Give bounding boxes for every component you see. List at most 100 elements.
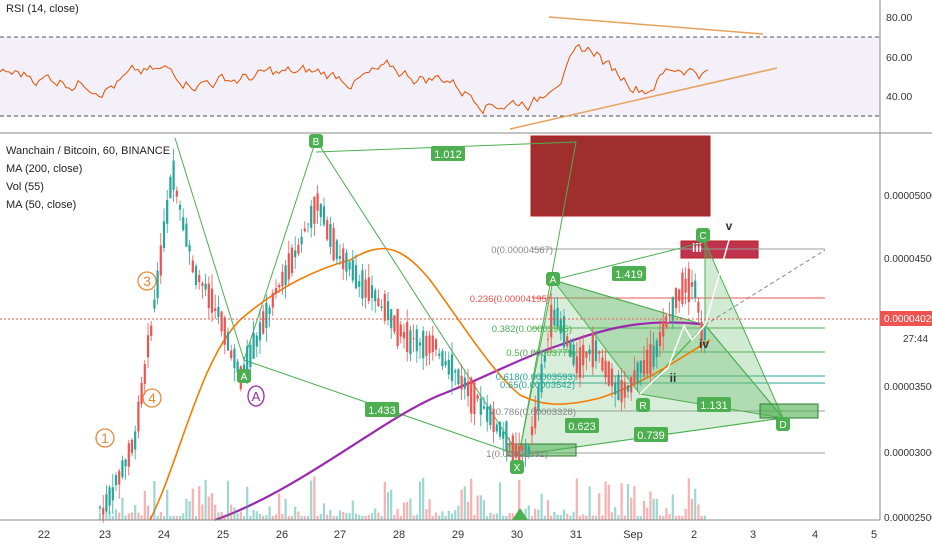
- candle-body: [642, 360, 646, 375]
- volume-bar: [306, 515, 310, 520]
- candle-body: [527, 446, 530, 455]
- candle-body: [620, 380, 623, 403]
- x-tick-label: 23: [99, 529, 111, 541]
- candle-body: [623, 382, 626, 398]
- candle-body: [428, 335, 431, 354]
- elliott-wave-labels: 1 3 4 A iii i iv ii v: [95, 219, 733, 448]
- candle-body: [220, 311, 223, 332]
- volume-bar: [265, 515, 268, 520]
- volume-bar: [626, 484, 630, 520]
- candle-body: [162, 221, 166, 249]
- x-tick-label: 25: [217, 529, 229, 541]
- volume-bar: [310, 480, 313, 520]
- candle-body: [409, 330, 412, 355]
- volume-bar: [562, 509, 566, 520]
- candle-body: [588, 349, 591, 355]
- volume-bar: [322, 503, 326, 520]
- volume-bar: [505, 515, 508, 520]
- candle-body: [636, 362, 639, 385]
- candle-body: [508, 445, 511, 447]
- volume-bar: [102, 513, 105, 520]
- candle-body: [322, 206, 326, 225]
- volume-bar: [434, 512, 438, 520]
- x-tick-label: 22: [38, 529, 50, 541]
- volume-bar: [447, 510, 450, 520]
- candle-body: [550, 304, 553, 338]
- x-tick-label: 3: [750, 529, 756, 541]
- volume-bar: [594, 515, 598, 520]
- indicator-volume[interactable]: Vol (55): [6, 181, 44, 193]
- x-tick-label: 2: [691, 529, 697, 541]
- price-label: 0.00005000: [884, 191, 932, 202]
- candle-body: [153, 299, 156, 309]
- candle-body: [454, 370, 457, 373]
- indicator-ma200[interactable]: MA (200, close): [6, 163, 83, 175]
- volume-bar: [534, 508, 537, 520]
- volume-bar: [258, 513, 262, 520]
- pattern-label: D: [779, 420, 786, 431]
- volume-bar: [444, 515, 447, 520]
- volume-bar: [380, 516, 383, 520]
- pattern-point-labels: B A A C X R D: [237, 134, 790, 474]
- volume-bar: [655, 498, 658, 520]
- volume-bar: [502, 515, 505, 520]
- volume-bar: [601, 515, 604, 520]
- candle-body: [367, 277, 370, 301]
- candle-body: [671, 296, 674, 321]
- volume-bar: [178, 515, 182, 520]
- volume-bar: [537, 509, 540, 520]
- price-label: 0.00003000: [884, 448, 932, 459]
- candle-body: [614, 382, 617, 395]
- volume-bar: [633, 486, 636, 520]
- volume-bar: [108, 511, 111, 520]
- volume-bar: [406, 502, 409, 520]
- volume-bar: [319, 513, 322, 520]
- candle-body: [210, 288, 214, 313]
- candle-body: [114, 475, 118, 486]
- volume-bar: [470, 478, 473, 520]
- wave-label: iv: [699, 337, 709, 351]
- volume-bar: [463, 486, 466, 520]
- candle-body: [460, 375, 463, 390]
- x-tick-label: 24: [158, 529, 170, 541]
- indicator-ma50[interactable]: MA (50, close): [6, 199, 77, 211]
- rsi-level-label: 80.00: [886, 12, 912, 24]
- rsi-title: RSI (14, close): [6, 3, 79, 15]
- volume-bar: [316, 515, 319, 520]
- volume-bar: [255, 511, 258, 520]
- candle-body: [585, 352, 588, 358]
- candle-body: [226, 332, 230, 351]
- candle-body: [486, 406, 489, 422]
- candle-body: [265, 302, 268, 328]
- candle-body: [143, 364, 146, 384]
- volume-bar: [262, 515, 265, 520]
- volume-bar: [681, 516, 684, 520]
- ratio-labels: 1.012 1.419 1.433 0.623 0.739 1.131: [365, 146, 731, 442]
- pattern-label: X: [514, 463, 521, 474]
- candle-body: [546, 338, 550, 340]
- pattern-label: A: [241, 372, 248, 383]
- volume-bar: [422, 477, 425, 520]
- candle-body: [287, 253, 290, 280]
- pattern-label: R: [639, 401, 646, 412]
- volume-bar: [671, 494, 674, 520]
- candle-body: [668, 314, 671, 317]
- current-price-tag: 0.00004029 27:44: [880, 311, 932, 345]
- volume-bar: [614, 507, 617, 520]
- candle-body: [412, 338, 415, 340]
- candle-body: [457, 369, 460, 385]
- candle-body: [415, 329, 418, 352]
- candle-body: [447, 359, 450, 375]
- x-tick-label: 4: [812, 529, 818, 541]
- candle-body: [98, 506, 102, 509]
- volume-bar: [130, 512, 134, 520]
- volume-bar: [274, 514, 278, 520]
- candle-body: [178, 204, 182, 210]
- candle-body: [370, 285, 374, 298]
- candle-body: [399, 324, 402, 337]
- volume-bar: [617, 515, 620, 520]
- volume-bar: [582, 514, 585, 520]
- volume-bar: [649, 491, 652, 520]
- volume-bar: [428, 499, 431, 520]
